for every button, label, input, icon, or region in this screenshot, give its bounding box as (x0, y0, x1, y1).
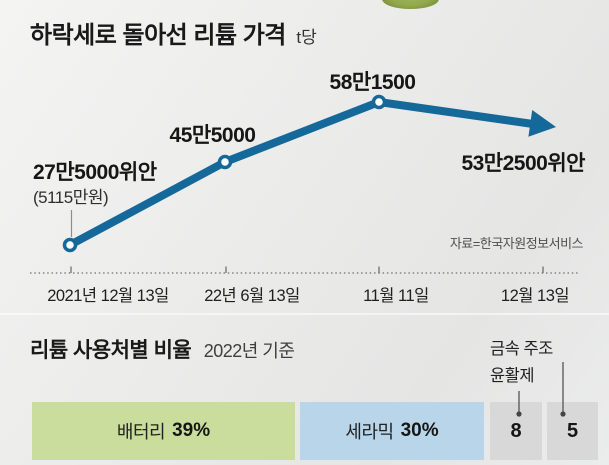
x-axis-label-2: 22년 6월 13일 (204, 287, 300, 305)
x-axis-label-1: 2021년 12월 13일 (47, 287, 169, 305)
data-point-marker-3 (371, 94, 387, 110)
bar-segment-ceramic: 세라믹 30% (300, 402, 484, 460)
usage-chart-title-text: 리튬 사용처별 비율 (30, 339, 192, 362)
data-point-marker-1 (62, 237, 78, 253)
data-point-marker-2 (217, 154, 233, 170)
point-label-peak: 58만1500 (329, 71, 416, 94)
section-divider (0, 313, 609, 315)
point-label-second: 45만5000 (169, 124, 256, 147)
point-label-first: 27만5000위안 (33, 161, 157, 184)
usage-chart-subtitle: 2022년 기준 (203, 341, 295, 361)
trend-arrowhead (528, 110, 556, 137)
price-chart-title-text: 하락세로 돌아선 리튬 가격 (30, 22, 286, 49)
callout-lubricant: 윤활제 (490, 367, 535, 385)
bar-value-metal-casting: 5 (566, 419, 579, 442)
leaf-illustration-cropped (382, 0, 439, 9)
bar-value-lubricant: 8 (510, 419, 522, 442)
bar-segment-battery: 배터리 39% (32, 402, 295, 460)
usage-chart-title: 리튬 사용처별 비율 2022년 기준 (30, 334, 295, 364)
x-axis-label-3: 11월 11일 (363, 287, 429, 305)
price-chart-unit-label: t당 (296, 28, 317, 47)
bar-label-battery: 배터리 (116, 422, 166, 442)
point-annotation-krw: (5115만원) (33, 188, 109, 207)
callout-metal-casting: 금속 주조 (490, 340, 553, 358)
bar-label-ceramic: 세라믹 (345, 422, 394, 442)
bar-value-ceramic: 30% (400, 420, 439, 441)
x-axis-label-4: 12월 13일 (500, 287, 570, 305)
bar-segment-lubricant: 8 (490, 402, 542, 460)
bar-segment-metal-casting: 5 (547, 402, 598, 460)
price-chart-title: 하락세로 돌아선 리튬 가격 t당 (30, 15, 317, 50)
source-credit: 자료=한국자원정보서비스 (449, 236, 584, 251)
point-label-last: 53만2500위안 (461, 152, 585, 175)
bar-value-battery: 39% (172, 420, 211, 441)
